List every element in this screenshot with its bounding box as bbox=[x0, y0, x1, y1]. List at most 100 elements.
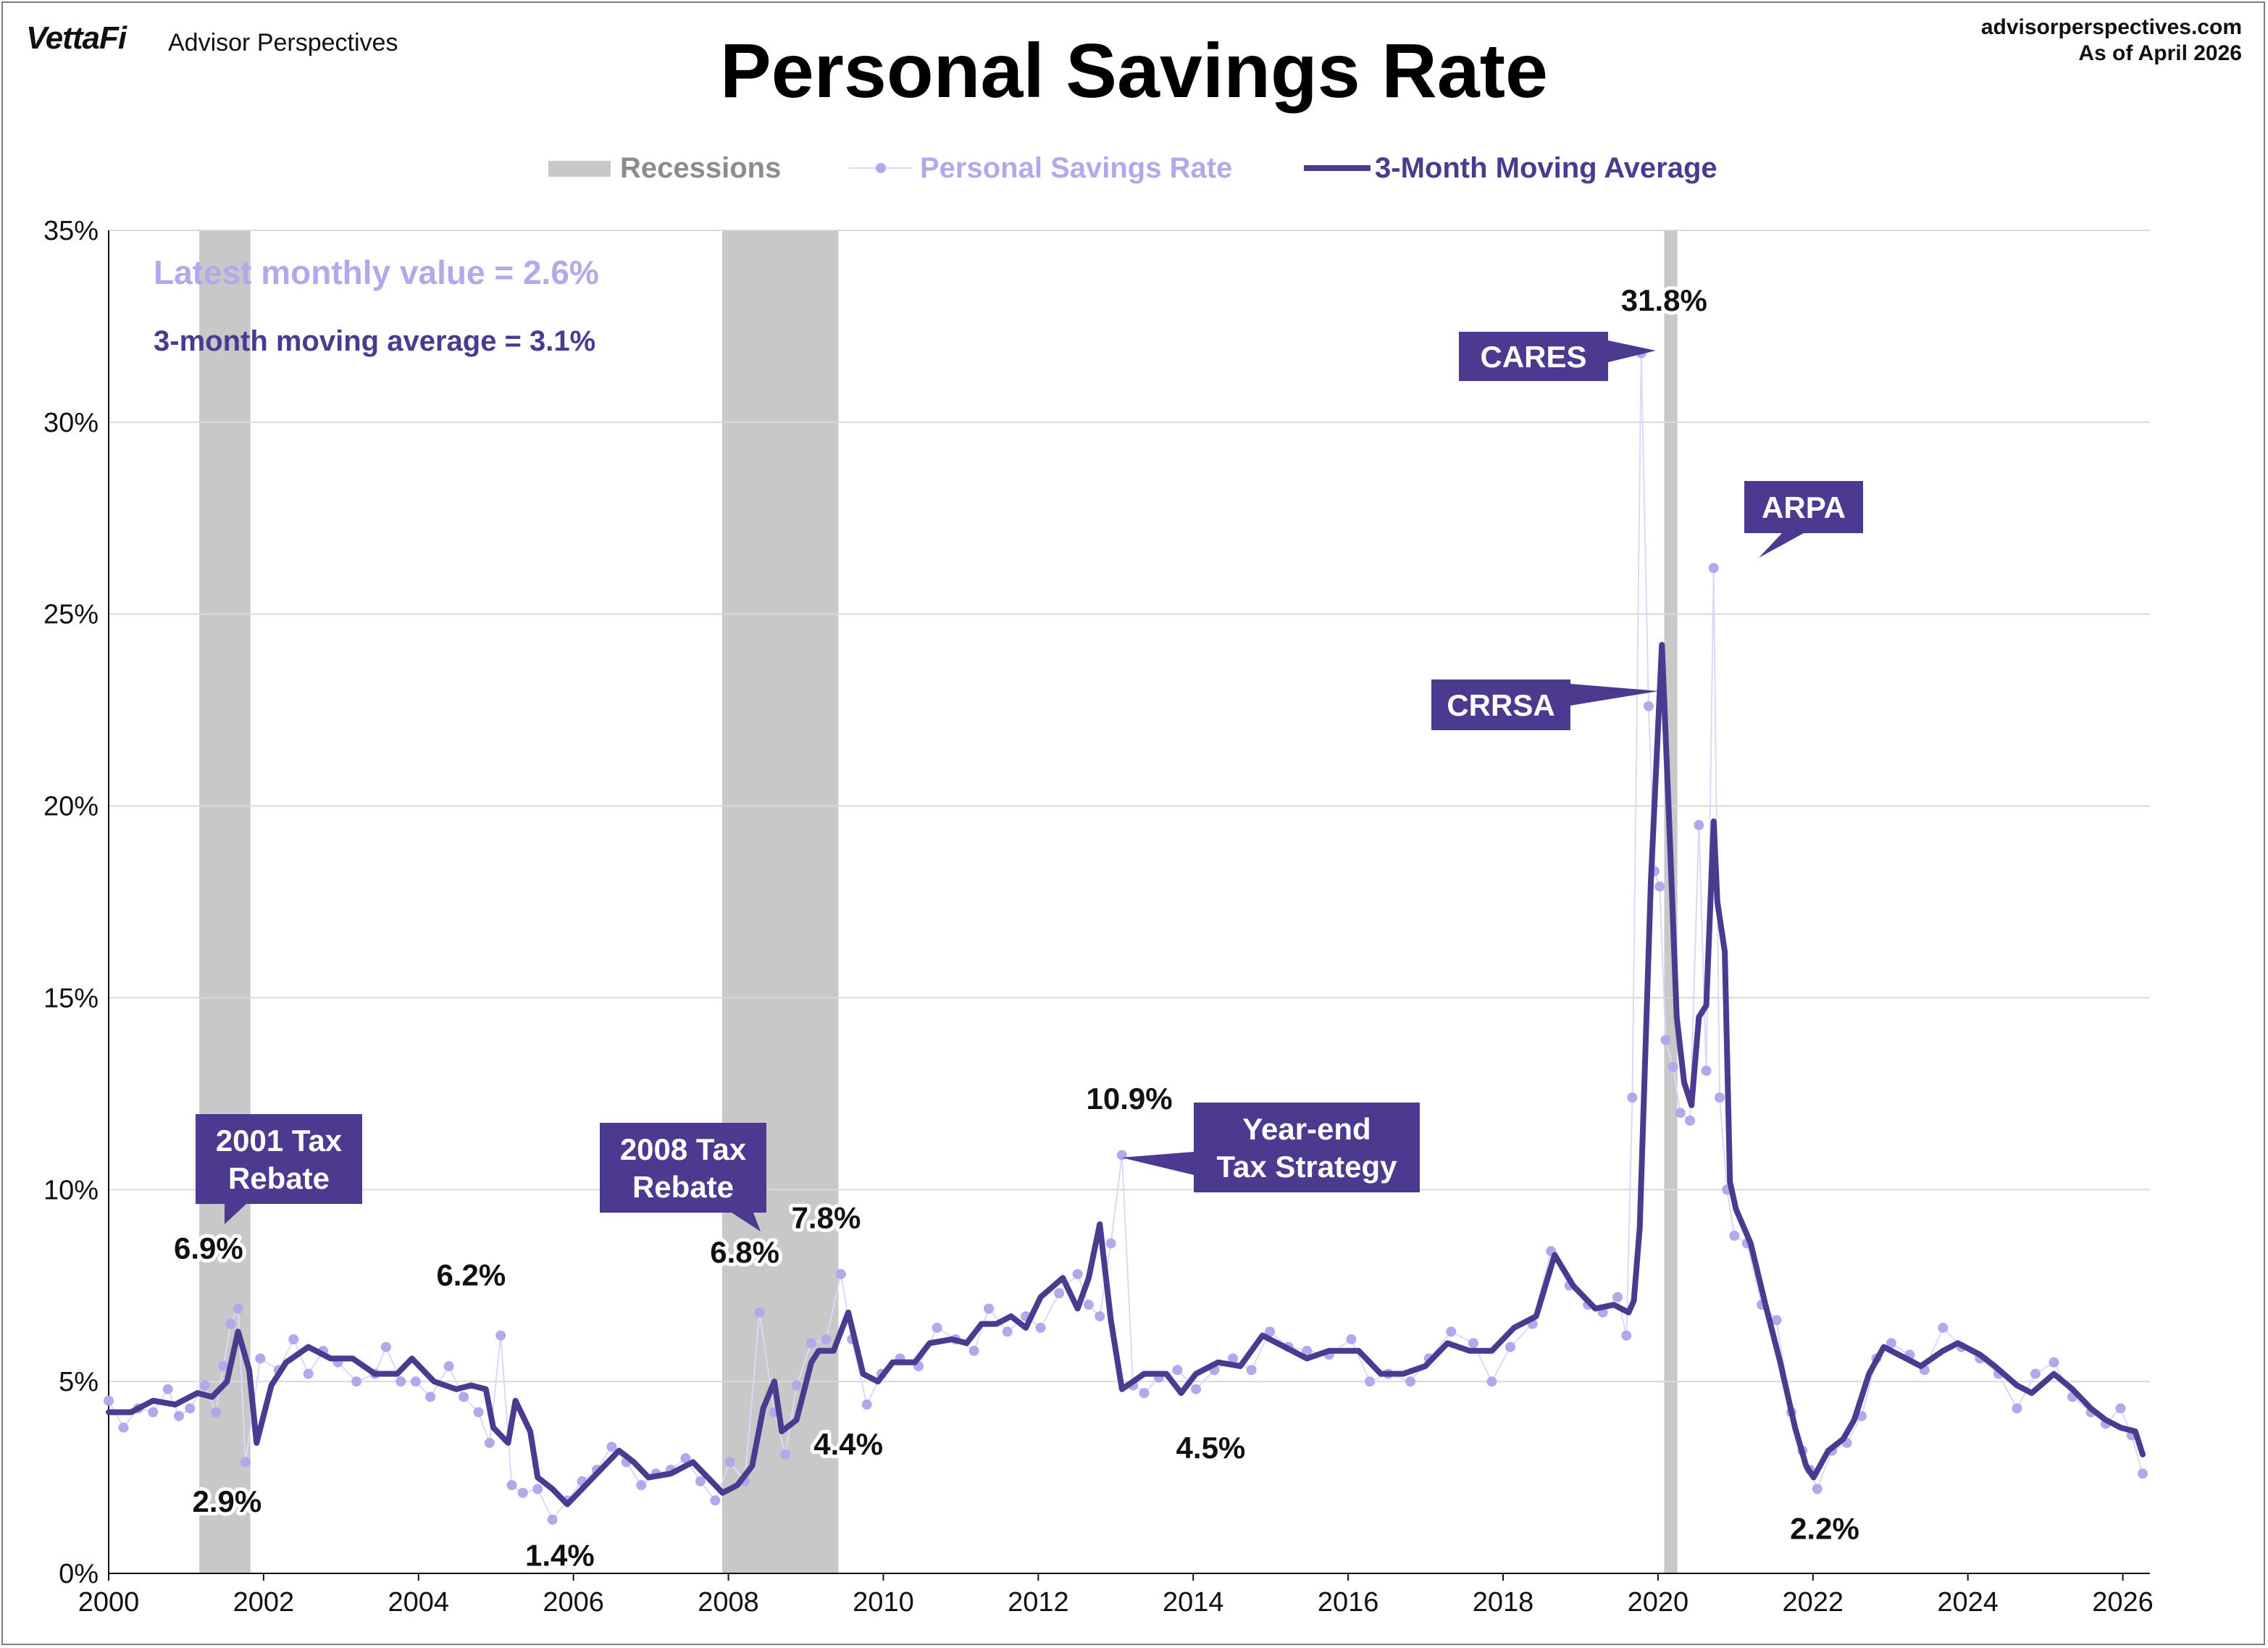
value-label: 31.8% bbox=[1621, 283, 1707, 317]
monthly-data-point bbox=[1612, 1292, 1623, 1302]
callout-text: CRRSA bbox=[1447, 688, 1554, 722]
monthly-data-point bbox=[806, 1338, 817, 1349]
monthly-data-point bbox=[225, 1318, 236, 1329]
monthly-data-point bbox=[1729, 1230, 1740, 1241]
moving-average-note: 3-month moving average = 3.1% bbox=[154, 325, 595, 357]
y-tick-label: 35% bbox=[43, 216, 99, 246]
monthly-data-point bbox=[606, 1442, 617, 1452]
monthly-data-point bbox=[710, 1495, 721, 1506]
monthly-data-point bbox=[1714, 1092, 1725, 1103]
callout-text: Rebate bbox=[228, 1161, 330, 1195]
x-tick-label: 2006 bbox=[543, 1587, 604, 1618]
monthly-data-point bbox=[380, 1342, 391, 1352]
monthly-data-point bbox=[162, 1384, 173, 1394]
monthly-data-point bbox=[174, 1410, 185, 1421]
monthly-data-point bbox=[1505, 1342, 1515, 1352]
x-tick-label: 2016 bbox=[1318, 1587, 1379, 1618]
monthly-data-point bbox=[680, 1453, 691, 1464]
x-tick-label: 2020 bbox=[1628, 1587, 1689, 1618]
callout-box bbox=[1431, 679, 1570, 730]
monthly-data-point bbox=[1116, 1150, 1127, 1160]
callout-text: Year-end bbox=[1242, 1112, 1371, 1146]
callout-box bbox=[1459, 332, 1608, 381]
x-tick-label: 2004 bbox=[388, 1587, 450, 1618]
chart-title: Personal Savings Rate bbox=[720, 28, 1548, 114]
callout-crrsa: CRRSA bbox=[1431, 679, 1659, 730]
monthly-data-point bbox=[351, 1376, 362, 1387]
monthly-data-point bbox=[1667, 1061, 1678, 1072]
x-tick-label: 2022 bbox=[1783, 1587, 1844, 1618]
value-label: 7.8% bbox=[792, 1200, 861, 1234]
x-tick-label: 2018 bbox=[1473, 1587, 1534, 1618]
monthly-data-point bbox=[1643, 700, 1654, 711]
callout-pointer bbox=[1759, 533, 1804, 558]
monthly-data-point bbox=[2030, 1368, 2041, 1379]
callout-2008-tax-rebate: 2008 Tax Rebate bbox=[600, 1123, 766, 1231]
monthly-data-point bbox=[821, 1334, 832, 1344]
y-tick-label: 20% bbox=[43, 792, 99, 822]
callout-pointer bbox=[1570, 684, 1659, 706]
callout-text: ARPA bbox=[1762, 490, 1846, 524]
value-label: 10.9% bbox=[1087, 1082, 1173, 1116]
vettafi-logo: VettaFi bbox=[26, 20, 127, 56]
monthly-data-point bbox=[255, 1353, 266, 1364]
monthly-data-point bbox=[218, 1360, 229, 1371]
callout-cares: CARES bbox=[1459, 332, 1656, 381]
monthly-data-point bbox=[484, 1437, 495, 1448]
monthly-data-point bbox=[1172, 1365, 1183, 1376]
legend-ma-label: 3-Month Moving Average bbox=[1375, 152, 1717, 184]
legend-monthly-label: Personal Savings Rate bbox=[920, 152, 1232, 184]
legend-monthly-marker bbox=[876, 163, 886, 173]
monthly-data-point bbox=[1675, 1108, 1686, 1118]
monthly-data-point bbox=[495, 1330, 506, 1341]
monthly-data-point bbox=[636, 1480, 647, 1491]
monthly-data-point bbox=[791, 1380, 802, 1391]
y-tick-label: 15% bbox=[43, 983, 99, 1013]
monthly-data-point bbox=[185, 1403, 196, 1414]
monthly-data-point bbox=[1468, 1338, 1478, 1349]
monthly-data-point bbox=[1486, 1376, 1497, 1387]
monthly-data-point bbox=[1083, 1300, 1094, 1310]
x-tick-label: 2012 bbox=[1008, 1587, 1069, 1618]
monthly-data-point bbox=[2138, 1468, 2148, 1479]
monthly-data-point bbox=[1002, 1326, 1013, 1337]
monthly-data-point bbox=[1938, 1322, 1949, 1333]
site-url[interactable]: advisorperspectives.com bbox=[1980, 15, 2242, 39]
monthly-data-point bbox=[148, 1407, 159, 1418]
value-label: 2.2% bbox=[1790, 1511, 1859, 1545]
moving-average-line bbox=[106, 642, 2146, 1507]
value-label: 6.9% bbox=[174, 1231, 243, 1266]
monthly-data-point bbox=[968, 1345, 979, 1356]
monthly-data-point bbox=[1685, 1115, 1696, 1126]
y-tick-label: 0% bbox=[59, 1559, 99, 1589]
monthly-data-point bbox=[425, 1392, 436, 1402]
monthly-data-point bbox=[1405, 1376, 1416, 1387]
monthly-data-point bbox=[1654, 881, 1665, 892]
callout-year-end-tax-strategy: Year-end Tax Strategy bbox=[1121, 1103, 1420, 1192]
monthly-data-point bbox=[233, 1303, 243, 1314]
callout-text: Tax Strategy bbox=[1217, 1150, 1398, 1184]
callout-arpa: ARPA bbox=[1744, 481, 1863, 558]
monthly-data-point bbox=[443, 1360, 454, 1371]
monthly-data-point bbox=[1812, 1484, 1823, 1494]
y-tick-label: 25% bbox=[43, 600, 99, 630]
monthly-data-point bbox=[1054, 1288, 1065, 1299]
monthly-data-point bbox=[835, 1268, 846, 1279]
monthly-data-point bbox=[506, 1480, 517, 1491]
monthly-data-point bbox=[1627, 1092, 1638, 1103]
value-label: 6.8% bbox=[710, 1235, 779, 1269]
monthly-data-point bbox=[1228, 1353, 1239, 1364]
brand-name: Advisor Perspectives bbox=[168, 29, 398, 57]
callout-box bbox=[1194, 1103, 1420, 1192]
legend: Recessions Personal Savings Rate 3-Month M… bbox=[548, 152, 1717, 184]
monthly-data-point bbox=[1660, 1034, 1671, 1045]
monthly-data-point bbox=[1446, 1326, 1457, 1337]
monthly-data-point bbox=[2049, 1357, 2059, 1368]
legend-recessions-swatch bbox=[548, 161, 611, 177]
monthly-data-point bbox=[1246, 1365, 1257, 1376]
monthly-data-point bbox=[1694, 820, 1704, 831]
monthly-data-point bbox=[473, 1407, 484, 1418]
